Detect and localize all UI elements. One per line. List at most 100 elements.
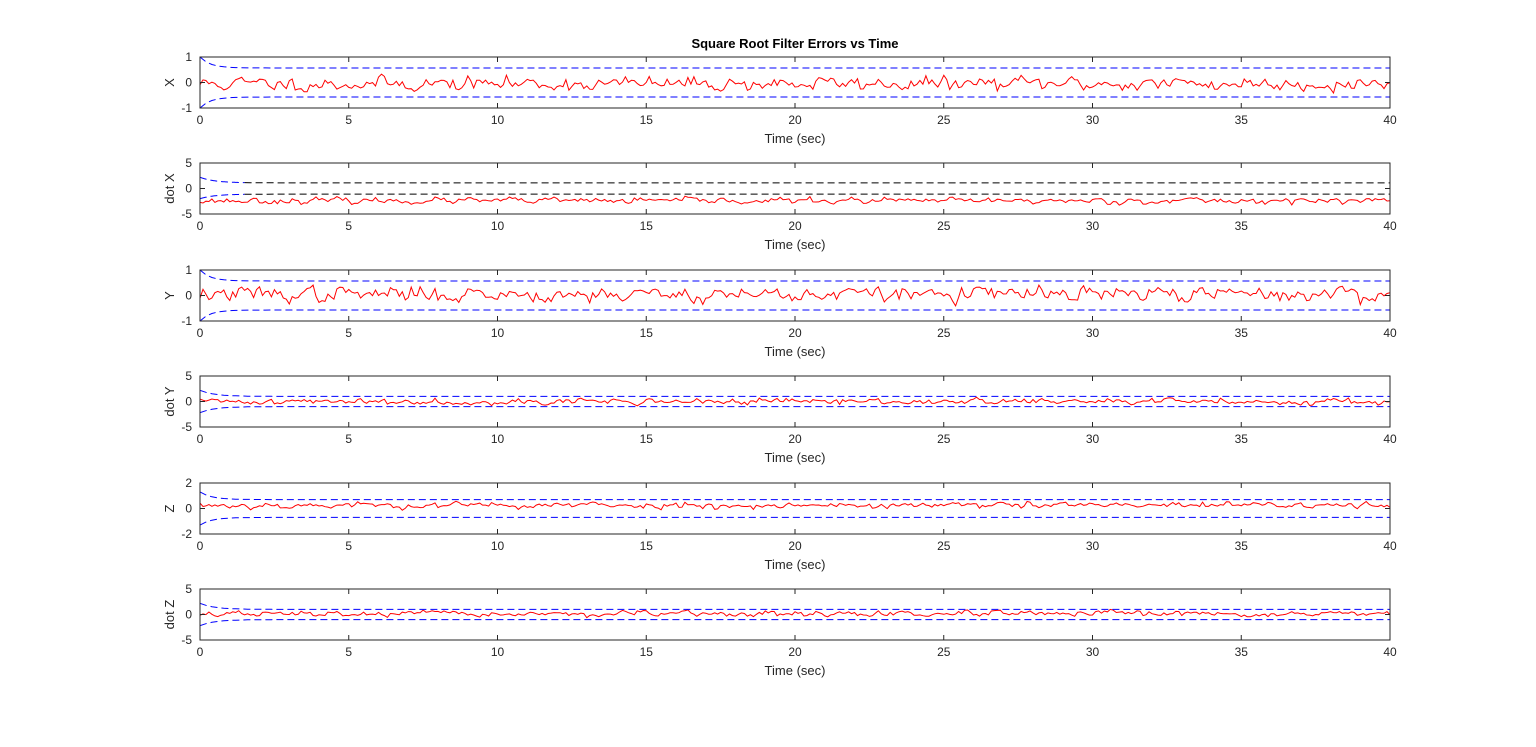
x-tick-label: 15 — [640, 645, 654, 659]
plot-lines — [200, 176, 1390, 206]
x-tick-label: 40 — [1383, 326, 1397, 340]
x-tick-label: 5 — [345, 113, 352, 127]
y-axis-label: dot X — [162, 173, 177, 204]
x-tick-label: 5 — [345, 326, 352, 340]
x-tick-label: 0 — [197, 326, 204, 340]
x-tick-label: 30 — [1086, 326, 1100, 340]
lower-bound-line — [200, 619, 1390, 627]
y-tick-label: -5 — [181, 633, 192, 647]
x-tick-label: 5 — [345, 539, 352, 553]
y-tick-label: 5 — [185, 369, 192, 383]
subplot-3: 0 5 10 15 20 25 30 35 40 -1 0 1 Time (sec) Y — [162, 263, 1397, 359]
x-tick-label: 10 — [491, 113, 505, 127]
x-tick-label: 40 — [1383, 432, 1397, 446]
plot-lines — [200, 57, 1390, 108]
x-tick-label: 35 — [1235, 645, 1249, 659]
x-tick-label: 30 — [1086, 539, 1100, 553]
y-axis-label: X — [162, 78, 177, 87]
x-axis-label: Time (sec) — [765, 557, 826, 572]
x-tick-label: 25 — [937, 326, 951, 340]
x-tick-label: 25 — [937, 432, 951, 446]
y-axis-label: Z — [162, 504, 177, 512]
error-series-line — [200, 500, 1390, 511]
subplot-5: 0 5 10 15 20 25 30 35 40 -2 0 2 Time (sec) Z — [162, 476, 1397, 572]
x-tick-label: 25 — [937, 539, 951, 553]
y-tick-label: -1 — [181, 314, 192, 328]
plot-lines — [200, 491, 1390, 526]
x-tick-label: 10 — [491, 539, 505, 553]
x-tick-label: 15 — [640, 219, 654, 233]
x-tick-label: 10 — [491, 432, 505, 446]
x-tick-label: 0 — [197, 539, 204, 553]
x-tick-label: 15 — [640, 539, 654, 553]
x-tick-label: 40 — [1383, 645, 1397, 659]
lower-bound-line — [200, 193, 245, 200]
error-series-line — [200, 396, 1390, 407]
upper-bound-line — [200, 389, 1390, 397]
x-axis-label: Time (sec) — [765, 450, 826, 465]
x-tick-label: 35 — [1235, 219, 1249, 233]
error-series-line — [200, 283, 1390, 308]
plot-lines — [200, 270, 1390, 321]
x-tick-label: 0 — [197, 219, 204, 233]
x-tick-label: 40 — [1383, 219, 1397, 233]
x-tick-label: 15 — [640, 113, 654, 127]
y-tick-label: 0 — [185, 182, 192, 196]
upper-bound-line — [200, 491, 1390, 501]
x-tick-label: 20 — [788, 645, 802, 659]
subplot-1: 0 5 10 15 20 25 30 35 40 -1 0 1 Time (sec) X — [162, 50, 1397, 146]
plot-lines — [200, 602, 1390, 627]
y-tick-label: 0 — [185, 289, 192, 303]
x-tick-label: 10 — [491, 645, 505, 659]
error-series-line — [200, 608, 1390, 619]
x-tick-label: 15 — [640, 432, 654, 446]
figure-title: Square Root Filter Errors vs Time — [691, 36, 898, 51]
x-tick-label: 0 — [197, 432, 204, 446]
x-tick-label: 20 — [788, 113, 802, 127]
x-tick-label: 20 — [788, 219, 802, 233]
upper-bound-line — [200, 270, 1390, 282]
subplot-4: 0 5 10 15 20 25 30 35 40 -5 0 5 Time (sec) dot Y — [162, 369, 1397, 465]
y-tick-label: 0 — [185, 395, 192, 409]
x-axis-label: Time (sec) — [765, 663, 826, 678]
x-tick-label: 10 — [491, 326, 505, 340]
plot-lines — [200, 389, 1390, 414]
x-tick-label: 30 — [1086, 645, 1100, 659]
lower-bound-line — [200, 406, 1390, 414]
y-tick-label: -2 — [181, 527, 192, 541]
lower-bound-line — [200, 516, 1390, 526]
x-tick-label: 30 — [1086, 219, 1100, 233]
x-tick-label: 20 — [788, 326, 802, 340]
error-series-line — [200, 195, 1390, 206]
y-tick-label: 1 — [185, 50, 192, 64]
x-tick-label: 25 — [937, 113, 951, 127]
x-axis-label: Time (sec) — [765, 131, 826, 146]
lower-bound-line — [200, 96, 1390, 108]
x-axis-label: Time (sec) — [765, 344, 826, 359]
x-tick-label: 15 — [640, 326, 654, 340]
y-tick-label: -1 — [181, 101, 192, 115]
upper-bound-line — [200, 602, 1390, 610]
y-tick-label: 5 — [185, 582, 192, 596]
y-axis-label: Y — [162, 291, 177, 300]
lower-bound-line — [200, 309, 1390, 321]
x-tick-label: 0 — [197, 645, 204, 659]
x-tick-label: 30 — [1086, 432, 1100, 446]
y-tick-label: 5 — [185, 156, 192, 170]
upper-bound-line — [200, 57, 1390, 69]
x-tick-label: 35 — [1235, 326, 1249, 340]
x-tick-label: 5 — [345, 645, 352, 659]
x-tick-label: 35 — [1235, 113, 1249, 127]
x-tick-label: 35 — [1235, 432, 1249, 446]
y-tick-label: 2 — [185, 476, 192, 490]
upper-bound-line — [200, 176, 245, 184]
y-tick-label: 1 — [185, 263, 192, 277]
x-tick-label: 40 — [1383, 113, 1397, 127]
x-tick-label: 5 — [345, 432, 352, 446]
x-tick-label: 30 — [1086, 113, 1100, 127]
x-tick-label: 25 — [937, 645, 951, 659]
x-tick-label: 20 — [788, 539, 802, 553]
y-tick-label: -5 — [181, 420, 192, 434]
